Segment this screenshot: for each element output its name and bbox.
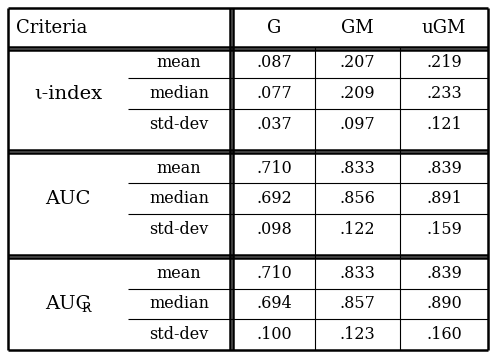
Text: .209: .209 [340, 85, 375, 102]
Text: .839: .839 [426, 160, 462, 176]
Text: .219: .219 [426, 54, 462, 71]
Text: .710: .710 [256, 160, 292, 176]
Text: .710: .710 [256, 265, 292, 282]
Text: median: median [149, 190, 209, 207]
Text: std-dev: std-dev [149, 221, 209, 238]
Text: AUC: AUC [45, 190, 91, 208]
Text: .857: .857 [340, 295, 375, 313]
Text: mean: mean [157, 160, 201, 176]
Text: .233: .233 [426, 85, 462, 102]
Text: .833: .833 [340, 265, 375, 282]
Text: .037: .037 [256, 116, 292, 133]
Text: mean: mean [157, 265, 201, 282]
Text: .856: .856 [340, 190, 375, 207]
Text: std-dev: std-dev [149, 326, 209, 343]
Text: .077: .077 [256, 85, 292, 102]
Text: GM: GM [341, 19, 374, 37]
Text: median: median [149, 295, 209, 313]
Text: AUC: AUC [45, 295, 91, 313]
Text: .833: .833 [340, 160, 375, 176]
Text: .123: .123 [340, 326, 375, 343]
Text: .122: .122 [340, 221, 375, 238]
Text: uGM: uGM [422, 19, 466, 37]
Text: .087: .087 [256, 54, 292, 71]
Text: .891: .891 [426, 190, 462, 207]
Text: .694: .694 [256, 295, 292, 313]
Text: .890: .890 [426, 295, 462, 313]
Text: .160: .160 [426, 326, 462, 343]
Text: .839: .839 [426, 265, 462, 282]
Text: std-dev: std-dev [149, 116, 209, 133]
Text: median: median [149, 85, 209, 102]
Text: ι-index: ι-index [34, 84, 102, 102]
Text: G: G [267, 19, 281, 37]
Text: .207: .207 [340, 54, 375, 71]
Text: .692: .692 [256, 190, 292, 207]
Text: .121: .121 [426, 116, 462, 133]
Text: .098: .098 [256, 221, 292, 238]
Text: .100: .100 [256, 326, 292, 343]
Text: .159: .159 [426, 221, 462, 238]
Text: .097: .097 [340, 116, 375, 133]
Text: R: R [81, 303, 91, 315]
Text: Criteria: Criteria [16, 19, 87, 37]
Text: mean: mean [157, 54, 201, 71]
